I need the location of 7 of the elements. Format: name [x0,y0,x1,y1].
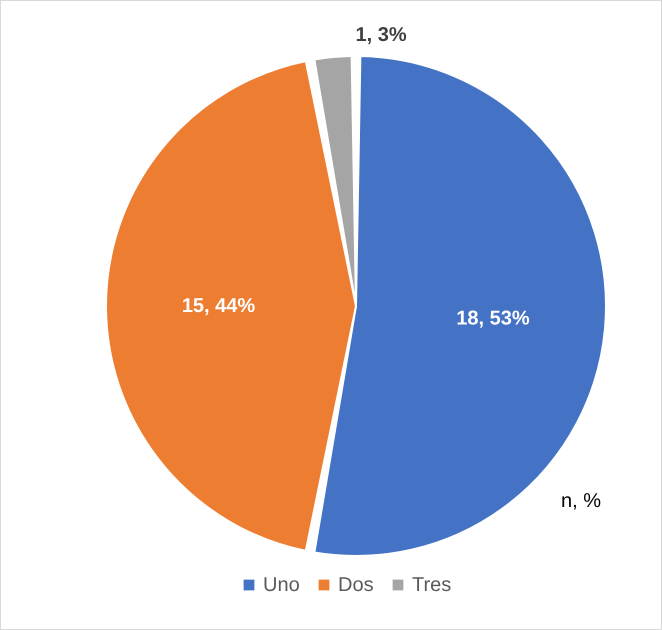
data-label: 15, 44% [182,295,256,317]
legend-label: Uno [263,574,300,596]
data-label: 1, 3% [356,24,407,46]
legend-label: Dos [338,574,374,596]
legend-label: Tres [412,574,452,596]
text: n, % [560,490,602,512]
data-label: 18, 53% [456,308,530,330]
